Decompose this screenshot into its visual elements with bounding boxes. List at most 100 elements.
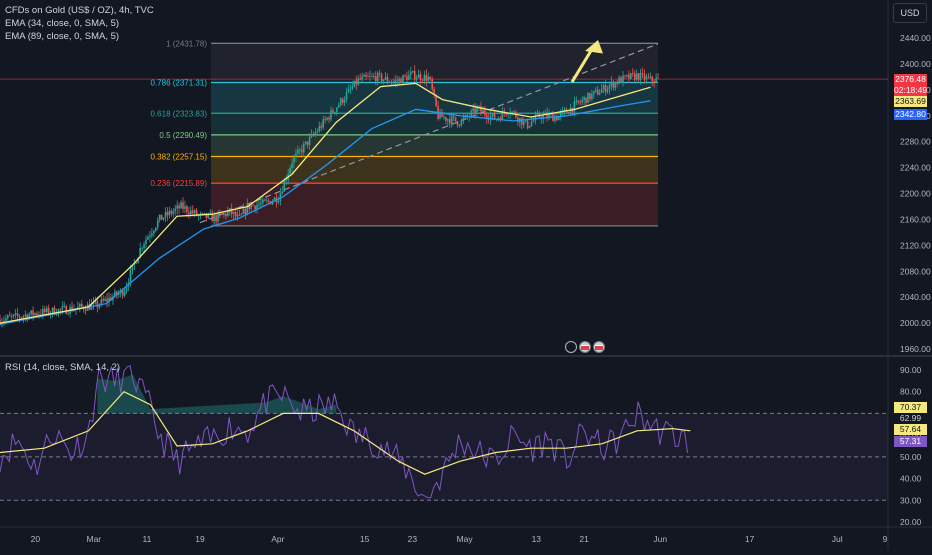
candle-body xyxy=(591,93,593,99)
candle-body xyxy=(168,210,171,216)
ema89-legend[interactable]: EMA (89, close, 0, SMA, 5) xyxy=(5,31,120,42)
candle-body xyxy=(404,75,406,77)
candle-body xyxy=(98,304,101,308)
candle-body xyxy=(314,132,317,135)
candle-body xyxy=(511,111,513,114)
time-tick-label: Jun xyxy=(653,534,667,544)
candle-body xyxy=(598,92,601,95)
candle-body xyxy=(149,235,151,237)
candle-body xyxy=(246,203,249,214)
candle-body xyxy=(279,193,282,202)
candle-body xyxy=(376,73,379,82)
price-tick-label: 2000.00 xyxy=(900,318,931,328)
candle-body xyxy=(330,110,332,120)
rsi-legend[interactable]: RSI (14, close, SMA, 14, 2) xyxy=(5,362,121,373)
candle-body xyxy=(517,117,519,123)
candle-body xyxy=(180,202,182,209)
candle-body xyxy=(427,76,430,81)
flag-icon[interactable] xyxy=(579,341,591,353)
candle-body xyxy=(653,81,655,83)
currency-button[interactable]: USD xyxy=(893,3,927,23)
candle-body xyxy=(410,72,412,75)
candle-body xyxy=(602,85,605,90)
candle-body xyxy=(328,117,330,120)
candle-body xyxy=(618,77,620,84)
candle-body xyxy=(312,134,315,135)
candle-body xyxy=(36,313,38,316)
candle-body xyxy=(363,74,365,77)
candle-body xyxy=(491,113,494,116)
candle-body xyxy=(359,78,361,80)
candle-body xyxy=(413,71,416,80)
fib-label-0.236: 0.236 (2215.89) xyxy=(151,179,208,188)
candle-body xyxy=(106,298,108,302)
candle-body xyxy=(447,119,449,121)
candle-body xyxy=(291,163,293,168)
candle-body xyxy=(108,297,110,302)
candle-body xyxy=(408,74,410,81)
candle-body xyxy=(26,314,29,319)
candle-body xyxy=(10,316,13,317)
calendar-event-icon[interactable] xyxy=(565,341,577,353)
candle-body xyxy=(285,179,288,181)
candle-body xyxy=(631,73,634,74)
candle-body xyxy=(277,201,280,203)
candle-body xyxy=(639,72,642,80)
candle-body xyxy=(361,76,363,80)
last-price-badge: 2376.48 xyxy=(894,74,927,85)
candle-body xyxy=(16,313,19,316)
candle-body xyxy=(374,76,377,82)
rsi-tick-label: 30.00 xyxy=(900,495,922,505)
fib-label-0.382: 0.382 (2257.15) xyxy=(151,152,208,161)
candle-body xyxy=(513,111,515,113)
rsi-ma-line xyxy=(0,390,691,475)
candle-body xyxy=(178,205,180,209)
candle-body xyxy=(40,314,42,316)
candle-body xyxy=(345,92,348,100)
target-arrow-head xyxy=(585,39,603,54)
candle-body xyxy=(402,75,404,84)
rsi-tick-label: 50.00 xyxy=(900,452,922,462)
candle-body xyxy=(556,116,558,121)
candle-body xyxy=(630,73,632,79)
candle-body xyxy=(154,227,157,231)
countdown-badge: 02:18:49 xyxy=(894,85,928,96)
price-tick-label: 2040.00 xyxy=(900,292,931,302)
candle-body xyxy=(573,101,576,112)
candle-body xyxy=(271,201,274,205)
candle-body xyxy=(532,120,535,122)
candle-body xyxy=(316,131,319,133)
candle-body xyxy=(193,210,196,214)
candle-body xyxy=(641,72,644,74)
candle-body xyxy=(497,118,500,120)
candle-body xyxy=(520,117,523,125)
price-tick-label: 2440.00 xyxy=(900,33,931,43)
time-tick-label: 15 xyxy=(360,534,370,544)
candle-body xyxy=(250,205,252,209)
candle-body xyxy=(84,309,87,311)
candle-body xyxy=(258,204,260,206)
candle-body xyxy=(322,119,325,128)
candle-body xyxy=(371,76,373,77)
flag-icon[interactable] xyxy=(593,341,605,353)
candle-body xyxy=(34,313,36,316)
event-icons xyxy=(565,341,605,353)
candle-body xyxy=(380,73,383,82)
time-tick-label: 20 xyxy=(31,534,41,544)
candle-body xyxy=(369,76,371,77)
ema34-legend[interactable]: EMA (34, close, 0, SMA, 5) xyxy=(5,18,120,29)
candle-body xyxy=(172,211,175,214)
candle-body xyxy=(293,157,295,164)
candle-body xyxy=(51,307,54,313)
rsi-tick-label: 40.00 xyxy=(900,474,922,484)
candle-body xyxy=(620,77,622,83)
candle-body xyxy=(534,115,537,121)
candle-body xyxy=(125,286,128,292)
candle-body xyxy=(104,298,106,301)
symbol-legend[interactable]: CFDs on Gold (US$ / OZ), 4h, TVC xyxy=(5,5,154,16)
candle-body xyxy=(563,109,566,111)
candle-body xyxy=(530,121,533,126)
candle-body xyxy=(77,306,79,309)
